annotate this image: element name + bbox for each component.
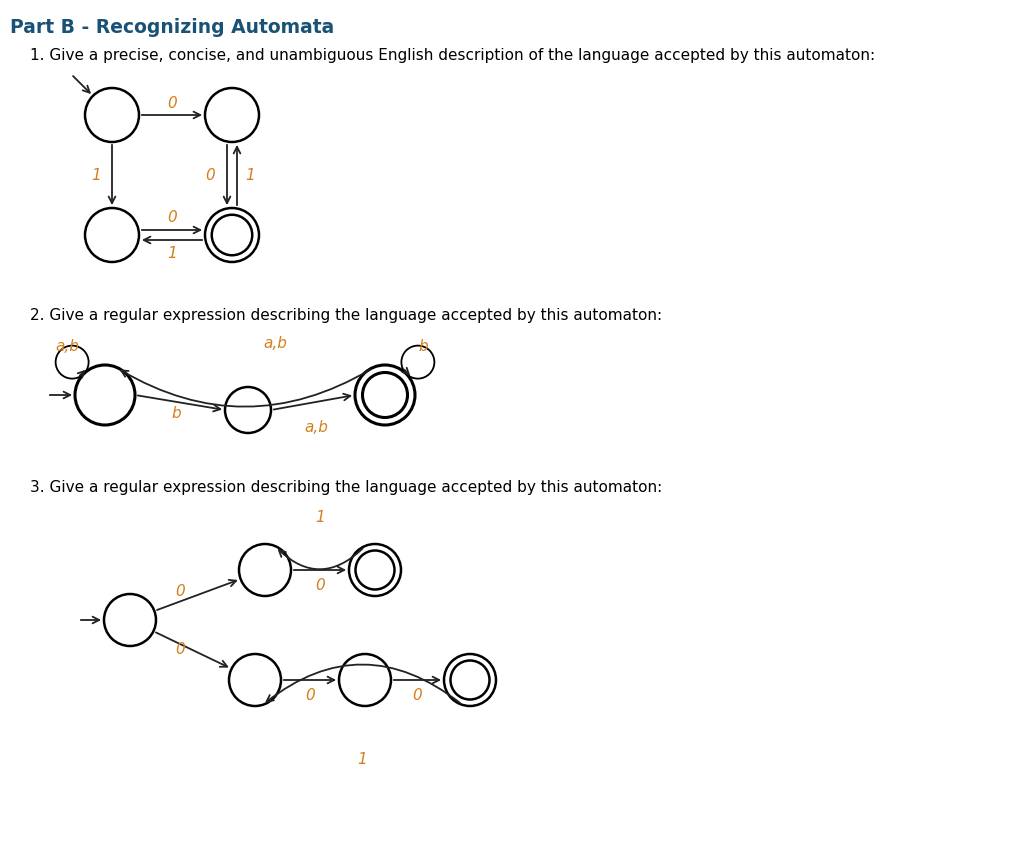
Text: 0: 0	[167, 96, 177, 111]
Text: 1: 1	[167, 245, 177, 260]
Text: 0: 0	[315, 579, 325, 593]
Text: Part B - Recognizing Automata: Part B - Recognizing Automata	[10, 18, 334, 37]
Text: a,b: a,b	[55, 339, 79, 354]
Text: a,b: a,b	[263, 335, 287, 351]
Text: 2. Give a regular expression describing the language accepted by this automaton:: 2. Give a regular expression describing …	[30, 308, 663, 323]
Text: 0: 0	[167, 209, 177, 225]
Text: 0: 0	[205, 168, 215, 182]
Text: 1: 1	[315, 511, 325, 526]
Text: 0: 0	[175, 643, 185, 658]
Text: 0: 0	[175, 585, 185, 599]
Text: a,b: a,b	[304, 420, 329, 436]
Text: 3. Give a regular expression describing the language accepted by this automaton:: 3. Give a regular expression describing …	[30, 480, 663, 495]
Text: 1: 1	[357, 752, 368, 768]
Text: 1: 1	[245, 168, 255, 182]
Text: b: b	[418, 339, 428, 354]
Text: 1. Give a precise, concise, and unambiguous English description of the language : 1. Give a precise, concise, and unambigu…	[30, 48, 876, 63]
Text: 1: 1	[91, 168, 101, 182]
Text: 0: 0	[305, 688, 314, 704]
Text: 0: 0	[413, 688, 422, 704]
Text: b: b	[172, 405, 181, 420]
